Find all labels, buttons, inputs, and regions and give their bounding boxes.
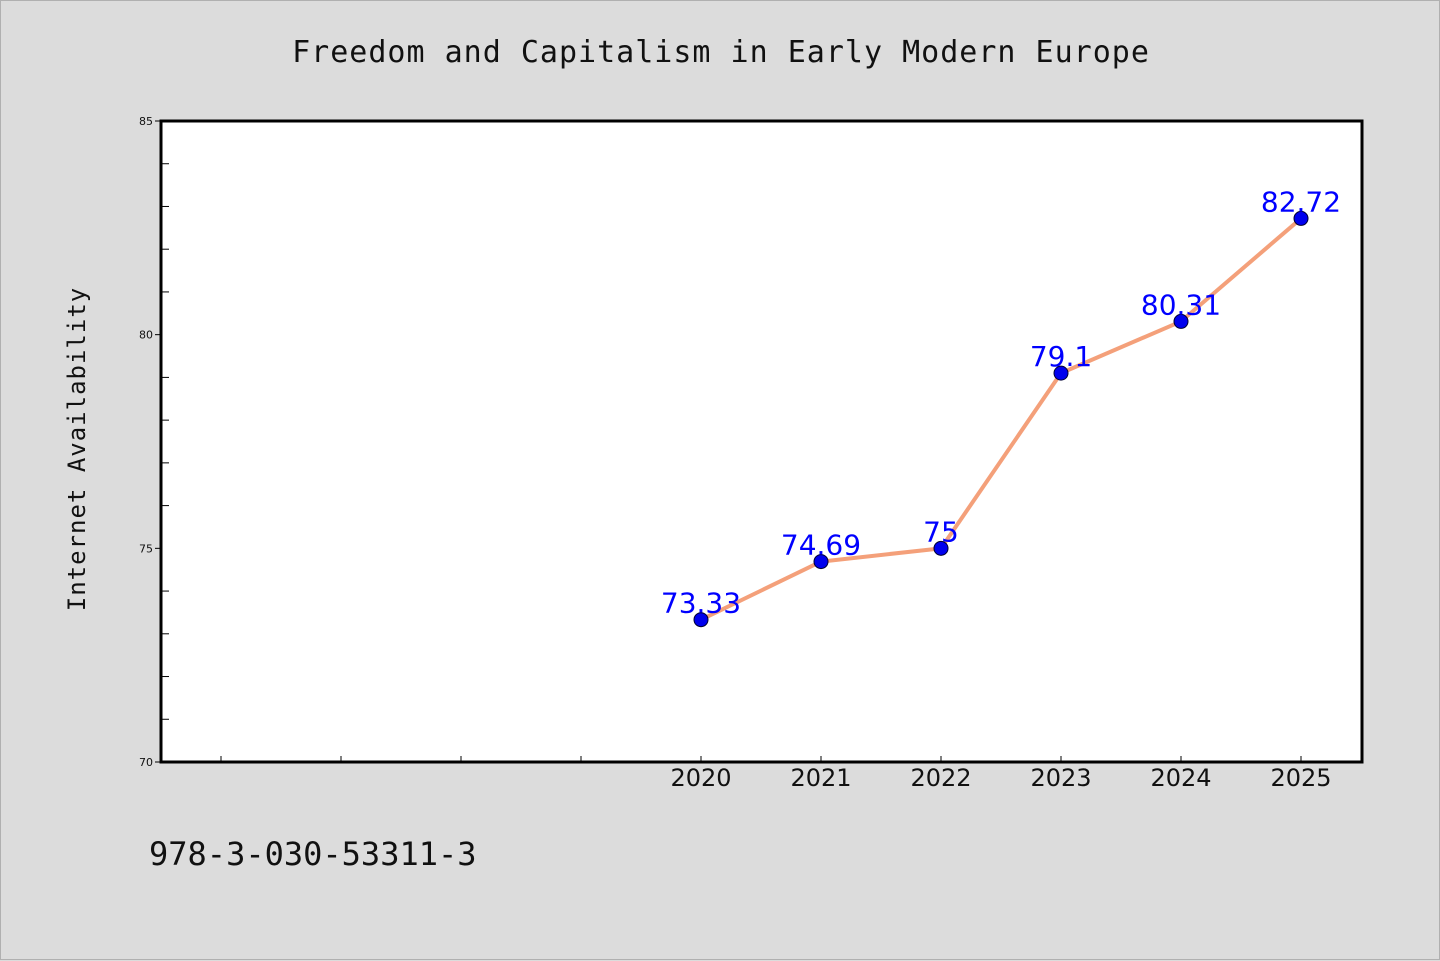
data-label: 82.72	[1261, 185, 1341, 218]
data-label: 79.1	[1030, 340, 1092, 373]
data-point	[1293, 210, 1309, 226]
x-tick-label: 2022	[910, 764, 971, 792]
x-tick-label: 2023	[1030, 764, 1091, 792]
y-tick-label: 70	[139, 756, 153, 769]
data-point	[1173, 313, 1189, 329]
plot-area	[159, 119, 1364, 764]
y-tick-label: 80	[139, 329, 153, 342]
chart-title: Freedom and Capitalism in Early Modern E…	[292, 35, 1150, 70]
data-label: 74.69	[781, 529, 861, 562]
y-tick-label: 85	[139, 115, 153, 128]
y-tick-label: 75	[139, 542, 153, 555]
isbn-text: 978-3-030-53311-3	[149, 835, 477, 873]
x-tick-label: 2020	[670, 764, 731, 792]
data-label: 73.33	[661, 587, 741, 620]
data-point	[693, 612, 709, 628]
data-label: 80.31	[1141, 288, 1221, 321]
data-point	[1053, 365, 1069, 381]
data-point	[933, 540, 949, 556]
data-point	[813, 554, 829, 570]
data-label: 75	[923, 515, 959, 548]
x-tick-label: 2021	[790, 764, 851, 792]
series-line	[700, 216, 1303, 622]
x-tick-label: 2025	[1270, 764, 1331, 792]
x-tick-label: 2024	[1150, 764, 1211, 792]
